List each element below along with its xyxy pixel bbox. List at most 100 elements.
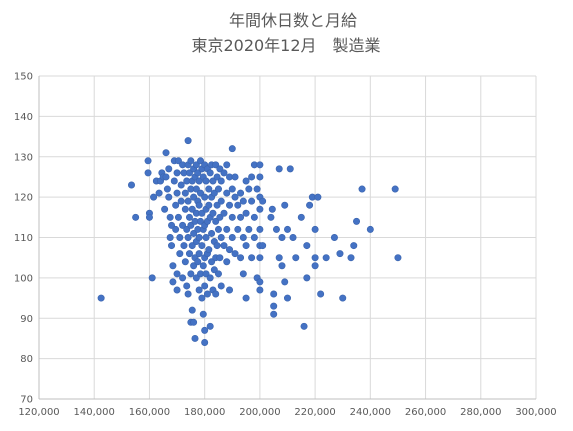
data-point	[259, 197, 267, 205]
chart-title-line-2: 東京2020年12月 製造業	[191, 36, 380, 55]
data-point	[223, 258, 231, 266]
data-point	[242, 242, 250, 250]
data-point	[237, 254, 245, 262]
data-point	[181, 205, 189, 213]
data-point	[166, 213, 174, 221]
data-point	[127, 181, 135, 189]
axes	[38, 76, 536, 400]
data-point	[228, 185, 236, 193]
data-point	[206, 169, 214, 177]
data-point	[97, 294, 105, 302]
data-point	[339, 294, 347, 302]
data-point	[300, 322, 308, 330]
data-point	[217, 234, 225, 242]
data-point	[190, 318, 198, 326]
data-point	[208, 258, 216, 266]
data-point	[242, 209, 250, 217]
data-point	[366, 225, 374, 233]
y-tick-label: 150	[14, 72, 33, 83]
data-point	[245, 225, 253, 233]
data-point	[306, 201, 314, 209]
y-axis-ticks: 70 80 90 100 110 120 130 140 150	[14, 72, 33, 406]
data-point	[278, 234, 286, 242]
data-point	[165, 165, 173, 173]
data-point	[226, 286, 234, 294]
data-point	[185, 169, 193, 177]
data-point	[212, 290, 220, 298]
data-point	[253, 185, 261, 193]
data-point	[283, 294, 291, 302]
data-point	[162, 173, 170, 181]
data-point	[245, 185, 253, 193]
data-points	[97, 137, 402, 346]
data-point	[210, 189, 218, 197]
data-point	[358, 185, 366, 193]
data-point	[214, 185, 222, 193]
data-point	[195, 177, 203, 185]
data-point	[177, 181, 185, 189]
data-point	[209, 209, 217, 217]
data-point	[237, 213, 245, 221]
data-point	[208, 229, 216, 237]
data-point	[281, 278, 289, 286]
data-point	[155, 189, 163, 197]
data-point	[214, 270, 222, 278]
data-point	[226, 246, 234, 254]
data-point	[248, 173, 256, 181]
data-point	[163, 185, 171, 193]
data-point	[176, 250, 184, 258]
data-point	[201, 193, 209, 201]
data-point	[267, 213, 275, 221]
data-point	[179, 221, 187, 229]
data-point	[223, 161, 231, 169]
data-point	[242, 294, 250, 302]
data-point	[173, 189, 181, 197]
data-point	[198, 242, 206, 250]
data-point	[192, 274, 200, 282]
data-point	[311, 262, 319, 270]
data-point	[174, 157, 182, 165]
data-point	[199, 310, 207, 318]
data-point	[190, 229, 198, 237]
data-point	[209, 177, 217, 185]
data-point	[220, 169, 228, 177]
data-point	[231, 193, 239, 201]
data-point	[165, 193, 173, 201]
data-point	[256, 278, 264, 286]
data-point	[187, 270, 195, 278]
data-point	[223, 189, 231, 197]
chart-title-line-1: 年間休日数と月給	[229, 11, 357, 30]
data-point	[259, 242, 267, 250]
data-point	[188, 205, 196, 213]
data-point	[242, 177, 250, 185]
data-point	[198, 294, 206, 302]
data-point	[184, 290, 192, 298]
data-point	[192, 185, 200, 193]
data-point	[231, 173, 239, 181]
data-point	[183, 282, 191, 290]
data-point	[281, 201, 289, 209]
x-tick-label: 180,000	[184, 407, 225, 418]
data-point	[187, 221, 195, 229]
data-point	[314, 193, 322, 201]
data-point	[184, 234, 192, 242]
data-point	[256, 225, 264, 233]
data-point	[184, 137, 192, 145]
data-point	[190, 193, 198, 201]
data-point	[216, 213, 224, 221]
data-point	[394, 254, 402, 262]
data-point	[275, 165, 283, 173]
data-point	[330, 234, 338, 242]
x-tick-label: 220,000	[294, 407, 335, 418]
data-point	[297, 213, 305, 221]
data-point	[172, 201, 180, 209]
data-point	[187, 157, 195, 165]
data-point	[197, 217, 205, 225]
x-tick-label: 280,000	[460, 407, 501, 418]
y-tick-label: 130	[14, 152, 33, 163]
data-point	[256, 254, 264, 262]
data-point	[145, 213, 153, 221]
data-point	[192, 161, 200, 169]
data-point	[289, 234, 297, 242]
data-point	[173, 169, 181, 177]
